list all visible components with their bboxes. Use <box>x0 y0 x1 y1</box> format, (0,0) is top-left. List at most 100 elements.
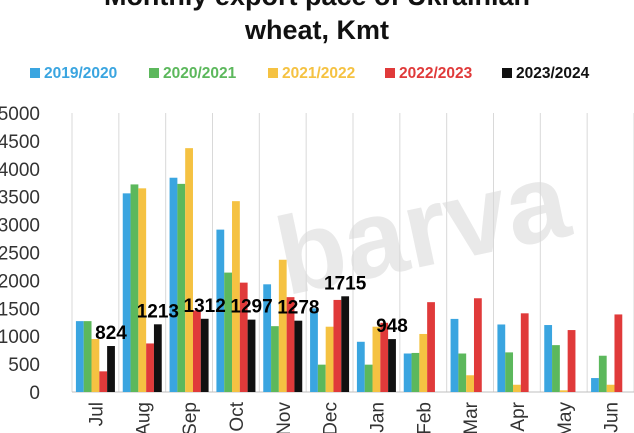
bar-jul-2022-2023 <box>99 371 108 392</box>
chart-title-line-1: Monthly export pace of Ukrainian <box>104 0 530 11</box>
data-label-dec: 1715 <box>324 273 367 294</box>
bar-nov-2019-2020 <box>263 284 272 392</box>
bar-sep-2019-2020 <box>169 177 178 392</box>
x-tick-label: Nov <box>274 402 295 433</box>
legend-item-2023-2024: 2023/2024 <box>502 65 590 82</box>
bar-apr-2020-2021 <box>505 352 514 392</box>
bar-dec-2022-2023 <box>333 299 342 392</box>
bar-jan-2021-2022 <box>372 326 381 392</box>
data-label-jan: 948 <box>376 316 408 337</box>
legend-label: 2020/2021 <box>163 65 237 82</box>
y-tick-label: 4000 <box>0 160 40 181</box>
x-tick-label: Aug <box>133 402 154 433</box>
bar-jun-2020-2021 <box>598 355 607 392</box>
data-label-sep: 1312 <box>184 296 226 317</box>
y-tick-label: 0 <box>29 383 40 404</box>
legend-swatch <box>30 68 40 78</box>
x-tick-label: Jul <box>86 402 107 426</box>
legend-label: 2022/2023 <box>399 65 473 82</box>
bar-oct-2022-2023 <box>239 282 248 392</box>
x-tick-label: May <box>555 402 576 433</box>
data-label-aug: 1213 <box>137 301 179 322</box>
bar-apr-2021-2022 <box>513 384 521 392</box>
legend-label: 2021/2022 <box>282 65 355 82</box>
bar-oct-2023-2024 <box>247 319 256 392</box>
bar-nov-2022-2023 <box>286 297 295 392</box>
bar-jun-2019-2020 <box>591 378 599 392</box>
bar-sep-2023-2024 <box>200 318 209 392</box>
bar-sep-2022-2023 <box>192 310 201 392</box>
bar-dec-2019-2020 <box>310 308 318 392</box>
x-tick-label: Sep <box>180 402 201 433</box>
bar-feb-2020-2021 <box>411 352 420 392</box>
chart-title-line-2: wheat, Kmt <box>244 15 389 45</box>
y-tick-label: 500 <box>8 355 40 376</box>
x-tick-label: Apr <box>508 401 529 431</box>
bar-feb-2022-2023 <box>427 302 435 392</box>
bar-mar-2020-2021 <box>458 353 467 392</box>
bar-feb-2019-2020 <box>403 353 412 392</box>
bar-aug-2019-2020 <box>122 193 131 392</box>
y-tick-label: 3000 <box>0 216 40 237</box>
bar-oct-2019-2020 <box>216 229 225 392</box>
bar-mar-2022-2023 <box>473 298 482 392</box>
bar-mar-2019-2020 <box>450 318 459 392</box>
bar-jul-2019-2020 <box>75 321 84 392</box>
x-tick-label: Jun <box>602 402 623 433</box>
bar-feb-2021-2022 <box>419 333 428 392</box>
bar-dec-2023-2024 <box>341 296 350 392</box>
bar-jan-2023-2024 <box>388 339 396 392</box>
bar-nov-2021-2022 <box>278 259 287 392</box>
bar-jun-2022-2023 <box>614 314 623 392</box>
legend-item-2021-2022: 2021/2022 <box>268 65 355 82</box>
bar-apr-2019-2020 <box>497 324 506 392</box>
data-label-jul: 824 <box>95 323 127 344</box>
data-label-oct: 1297 <box>230 297 272 318</box>
bar-jul-2020-2021 <box>83 321 92 392</box>
bar-nov-2020-2021 <box>271 326 279 392</box>
y-tick-label: 3500 <box>0 188 40 209</box>
legend-swatch <box>268 68 278 78</box>
bar-dec-2020-2021 <box>317 364 326 392</box>
x-tick-label: Dec <box>321 402 342 433</box>
y-tick-label: 2500 <box>0 244 40 265</box>
bar-jun-2021-2022 <box>606 384 615 392</box>
bar-aug-2022-2023 <box>146 343 154 392</box>
bar-dec-2021-2022 <box>325 326 334 392</box>
watermark-text: barva <box>266 137 579 319</box>
legend-label: 2023/2024 <box>516 65 590 82</box>
bar-jan-2019-2020 <box>356 341 365 392</box>
bar-apr-2022-2023 <box>520 313 529 392</box>
y-tick-label: 4500 <box>0 132 40 153</box>
y-tick-label: 2000 <box>0 271 40 292</box>
bar-oct-2020-2021 <box>224 272 233 392</box>
x-tick-label: Oct <box>227 401 248 431</box>
bar-jan-2022-2023 <box>380 322 389 392</box>
bar-may-2019-2020 <box>544 325 553 392</box>
bar-sep-2021-2022 <box>185 148 193 392</box>
x-tick-label: Feb <box>414 402 435 433</box>
bar-aug-2023-2024 <box>153 324 162 392</box>
bar-aug-2020-2021 <box>130 184 139 392</box>
bar-jul-2023-2024 <box>107 346 115 392</box>
bar-aug-2021-2022 <box>138 188 147 392</box>
bar-jul-2021-2022 <box>91 338 100 392</box>
legend-swatch <box>502 68 512 78</box>
y-tick-label: 1500 <box>0 299 40 320</box>
x-tick-label: Mar <box>461 401 482 433</box>
bar-may-2020-2021 <box>552 345 560 392</box>
legend-swatch <box>385 68 395 78</box>
legend-swatch <box>149 68 159 78</box>
legend-item-2020-2021: 2020/2021 <box>149 65 237 82</box>
bar-mar-2021-2022 <box>466 375 474 392</box>
bar-jan-2020-2021 <box>364 364 373 392</box>
x-tick-label: Jan <box>367 402 388 433</box>
legend-label: 2019/2020 <box>44 65 117 82</box>
bar-may-2021-2022 <box>559 390 568 392</box>
y-tick-label: 5000 <box>0 104 40 125</box>
bar-sep-2020-2021 <box>177 183 186 392</box>
y-tick-label: 1000 <box>0 327 40 348</box>
bar-oct-2021-2022 <box>232 201 240 392</box>
legend-item-2022-2023: 2022/2023 <box>385 65 473 82</box>
legend-item-2019-2020: 2019/2020 <box>30 65 117 82</box>
